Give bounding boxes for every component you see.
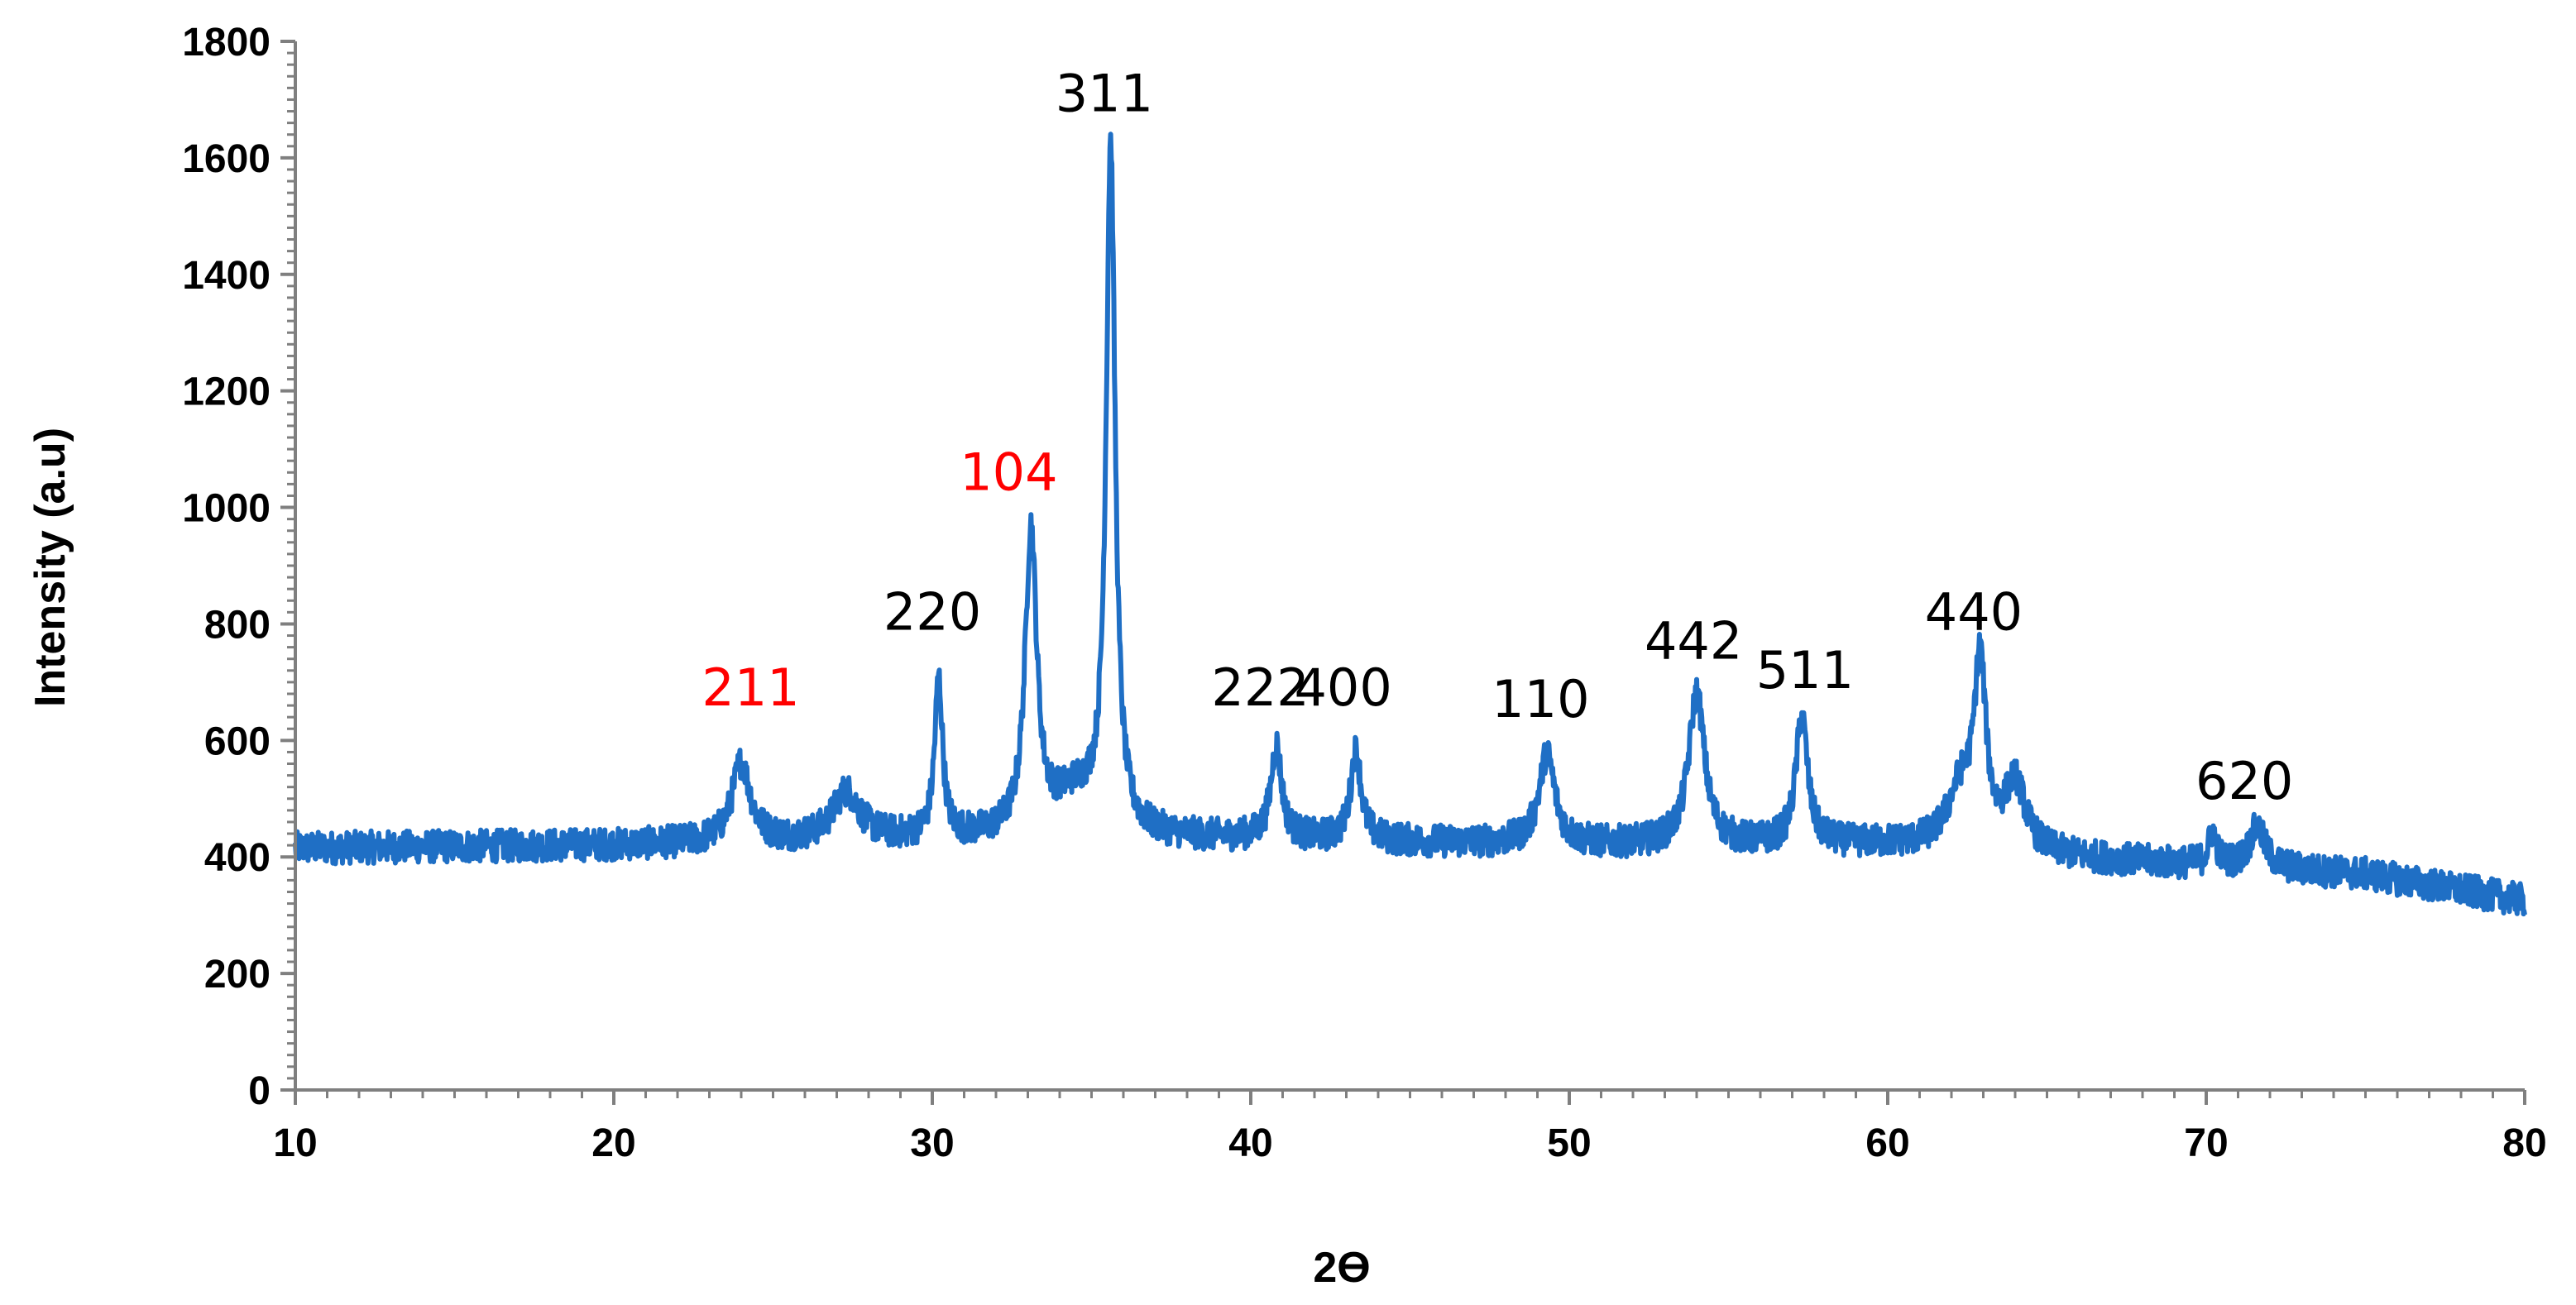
peak-label: 440 bbox=[1925, 581, 2023, 642]
y-tick-label: 1000 bbox=[182, 487, 271, 531]
peak-label: 211 bbox=[701, 657, 799, 718]
y-axis-title: Intensity (a.u) bbox=[26, 428, 74, 707]
peak-label: 220 bbox=[883, 581, 981, 642]
y-tick-label: 600 bbox=[204, 719, 271, 763]
y-tick-label: 0 bbox=[248, 1069, 271, 1113]
axes-layer bbox=[280, 40, 2526, 1105]
x-tick-label: 10 bbox=[273, 1121, 317, 1165]
data-layer bbox=[293, 131, 2527, 917]
peak-label: 442 bbox=[1645, 611, 1742, 672]
x-tick-label: 60 bbox=[1865, 1121, 1909, 1165]
y-tick-label: 1400 bbox=[182, 254, 271, 298]
x-tick-label: 40 bbox=[1228, 1121, 1272, 1165]
x-tick-label: 20 bbox=[591, 1121, 635, 1165]
peak-label: 400 bbox=[1294, 657, 1391, 718]
y-tick-label: 1800 bbox=[182, 21, 271, 65]
xrd-series-line bbox=[293, 131, 2527, 917]
x-axis-title: 2ϴ bbox=[1313, 1244, 1370, 1292]
y-tick-label: 400 bbox=[204, 836, 271, 880]
peak-label: 511 bbox=[1756, 640, 1854, 700]
x-tick-label: 70 bbox=[2184, 1121, 2228, 1165]
y-tick-label: 1200 bbox=[182, 370, 271, 414]
peak-label: 620 bbox=[2195, 751, 2293, 811]
y-tick-label: 1600 bbox=[182, 137, 271, 181]
x-tick-label: 80 bbox=[2502, 1121, 2546, 1165]
peak-label: 110 bbox=[1491, 669, 1589, 729]
y-tick-label: 800 bbox=[204, 603, 271, 647]
peak-label: 104 bbox=[960, 442, 1057, 502]
peak-label: 222 bbox=[1211, 657, 1309, 718]
x-tick-label: 30 bbox=[910, 1121, 954, 1165]
labels-layer: 0 200 400 600 800 1000 1200 1400 1600 1800 10 20 30 4… bbox=[182, 21, 2546, 1165]
y-tick-label: 200 bbox=[204, 953, 271, 997]
x-tick-label: 50 bbox=[1547, 1121, 1591, 1165]
peak-label: 311 bbox=[1056, 64, 1153, 124]
